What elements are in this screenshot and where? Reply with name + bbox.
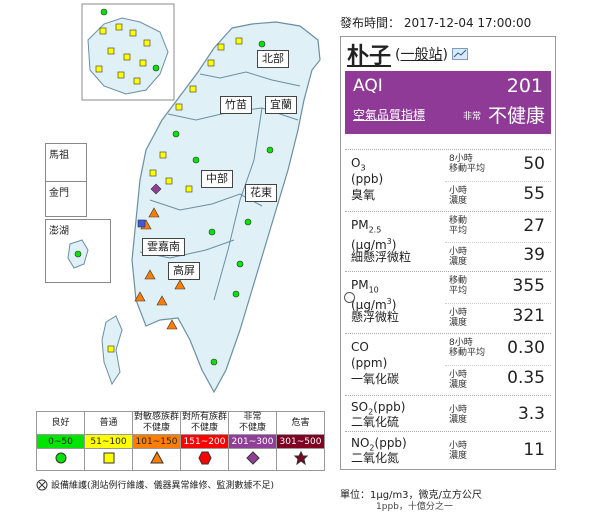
pm10-select-radio[interactable] — [344, 292, 355, 303]
legend-range-moderate: 51~100 — [84, 434, 133, 449]
legend-range-hazardous: 301~500 — [276, 434, 325, 449]
penghu-label: 澎湖 — [49, 226, 69, 237]
publish-value: 2017-12-04 17:00:00 — [403, 16, 532, 30]
pm25-name: 細懸浮微粒 — [351, 250, 412, 264]
station-panel: 朴子 (一般站) AQI 201 空氣品質指標 非常 不健康 O3 (ppb) … — [340, 36, 556, 470]
region-yilan[interactable]: 宜蘭 — [265, 96, 297, 114]
legend-range-sensitive: 101~150 — [132, 434, 181, 449]
so2-name: 二氧化硫 — [351, 415, 400, 429]
pm10-name: 懸浮微粒 — [351, 310, 400, 324]
legend-range-unhealthy: 151~200 — [180, 434, 229, 449]
matsu-inset[interactable]: 馬祖 — [45, 143, 87, 185]
co-name: 一氧化碳 — [351, 372, 400, 386]
maintenance-icon — [36, 479, 48, 490]
legend-cat-hazardous: 危害 — [276, 411, 325, 435]
station-markers — [95, 8, 282, 366]
pollutant-pm25: PM2.5 (μg/m3) 細懸浮微粒 移動 平均 27 小時 濃度 39 — [345, 211, 551, 272]
publish-label: 發布時間： — [340, 16, 401, 30]
kinmen-inset[interactable]: 金門 — [45, 181, 87, 217]
no2-name: 二氧化氮 — [351, 451, 400, 465]
kinmen-label: 金門 — [49, 188, 69, 199]
aqi-status: 不健康 — [487, 105, 545, 127]
co-value-8h: 0.30 — [507, 338, 545, 358]
legend-cat-good: 良好 — [36, 411, 85, 435]
penghu-inset[interactable]: 澎湖 — [45, 219, 111, 283]
legend-symbol-diamond-icon — [228, 448, 277, 471]
maintenance-legend: 設備維護(測站例行維護、儀器異常維修、監測數據不足) — [36, 478, 274, 491]
o3-value-hour: 55 — [523, 184, 545, 204]
pollutant-no2: NO2(ppb) 二氧化氮 小時 濃度 11 — [345, 431, 551, 468]
units-note-2: 1ppb，十億分之一 — [376, 502, 453, 512]
o3-name: 臭氧 — [351, 188, 376, 202]
pollutant-pm10: PM10 (μg/m3) 懸浮微粒 移動 平均 355 小時 濃度 321 — [345, 271, 551, 334]
taiwan-map[interactable] — [0, 0, 336, 410]
station-name[interactable]: 朴子 — [347, 44, 392, 69]
region-zhumiao[interactable]: 竹苗 — [220, 96, 252, 114]
legend-cat-unhealthy: 對所有族群 不健康 — [180, 411, 229, 435]
legend-symbol-square-icon — [84, 448, 133, 471]
legend-symbol-hexagon-icon — [180, 448, 229, 471]
legend-range-good: 0~50 — [36, 434, 85, 449]
legend-symbol-triangle-icon — [132, 448, 181, 471]
region-gaoping[interactable]: 高屏 — [168, 262, 200, 280]
matsu-label: 馬祖 — [49, 150, 69, 161]
o3-value-8h: 50 — [523, 154, 545, 174]
legend-cat-very-unhealthy: 非常 不健康 — [228, 411, 277, 435]
aqi-map[interactable]: 馬祖 金門 澎湖 北部 竹苗 宜蘭 中部 花東 雲嘉南 高屏 良好 普通 對敏感… — [0, 0, 336, 505]
region-north[interactable]: 北部 — [257, 50, 289, 68]
pollutant-so2: SO2(ppb) 二氧化硫 小時 濃度 3.3 — [345, 395, 551, 432]
taiwan-island[interactable] — [131, 21, 321, 394]
chart-icon[interactable] — [451, 48, 468, 60]
aqi-status-small: 非常 — [463, 112, 482, 122]
so2-value: 3.3 — [517, 404, 545, 424]
o3-unit: (ppb) — [351, 172, 384, 186]
no2-value: 11 — [523, 440, 545, 460]
legend-cat-sensitive: 對敏感族群 不健康 — [132, 411, 181, 435]
pm10-value-hour: 321 — [512, 306, 545, 326]
legend-symbol-circle-icon — [36, 448, 85, 471]
co-unit: (ppm) — [351, 356, 388, 370]
pm25-value-avg: 27 — [523, 216, 545, 236]
region-central[interactable]: 中部 — [201, 170, 233, 188]
legend-range-very-unhealthy: 201~300 — [228, 434, 277, 449]
station-header: 朴子 (一般站) — [341, 37, 555, 71]
aqi-summary: AQI 201 空氣品質指標 非常 不健康 — [345, 71, 551, 134]
publish-time: 發布時間： 2017-12-04 17:00:00 — [340, 14, 531, 31]
legend-cat-moderate: 普通 — [84, 411, 133, 435]
aqi-label: AQI — [353, 76, 383, 96]
pollutant-co: CO (ppm) 一氧化碳 8小時 移動平均 0.30 小時 濃度 0.35 — [345, 333, 551, 396]
aqi-value: 201 — [506, 75, 543, 97]
aqi-desc-link[interactable]: 空氣品質指標 — [353, 108, 426, 122]
legend-symbol-star-icon — [276, 448, 325, 471]
maintenance-text: 設備維護(測站例行維護、儀器異常維修、監測數據不足) — [51, 481, 275, 491]
units-note: 單位：1μg/m3，微克/立方公尺 — [340, 490, 482, 501]
region-yunjianan[interactable]: 雲嘉南 — [142, 238, 185, 256]
co-value-hour: 0.35 — [507, 368, 545, 388]
co-formula: CO — [351, 340, 369, 354]
pm10-value-avg: 355 — [512, 276, 545, 296]
pm25-value-hour: 39 — [523, 245, 545, 265]
pollutant-o3: O3 (ppb) 臭氧 8小時 移動平均 50 小時 濃度 55 — [345, 149, 551, 212]
aqi-legend: 良好 普通 對敏感族群 不健康 對所有族群 不健康 非常 不健康 危害 0~50 51… — [36, 411, 325, 471]
region-huadong[interactable]: 花東 — [245, 184, 277, 202]
station-type[interactable]: (一般站) — [395, 47, 448, 63]
